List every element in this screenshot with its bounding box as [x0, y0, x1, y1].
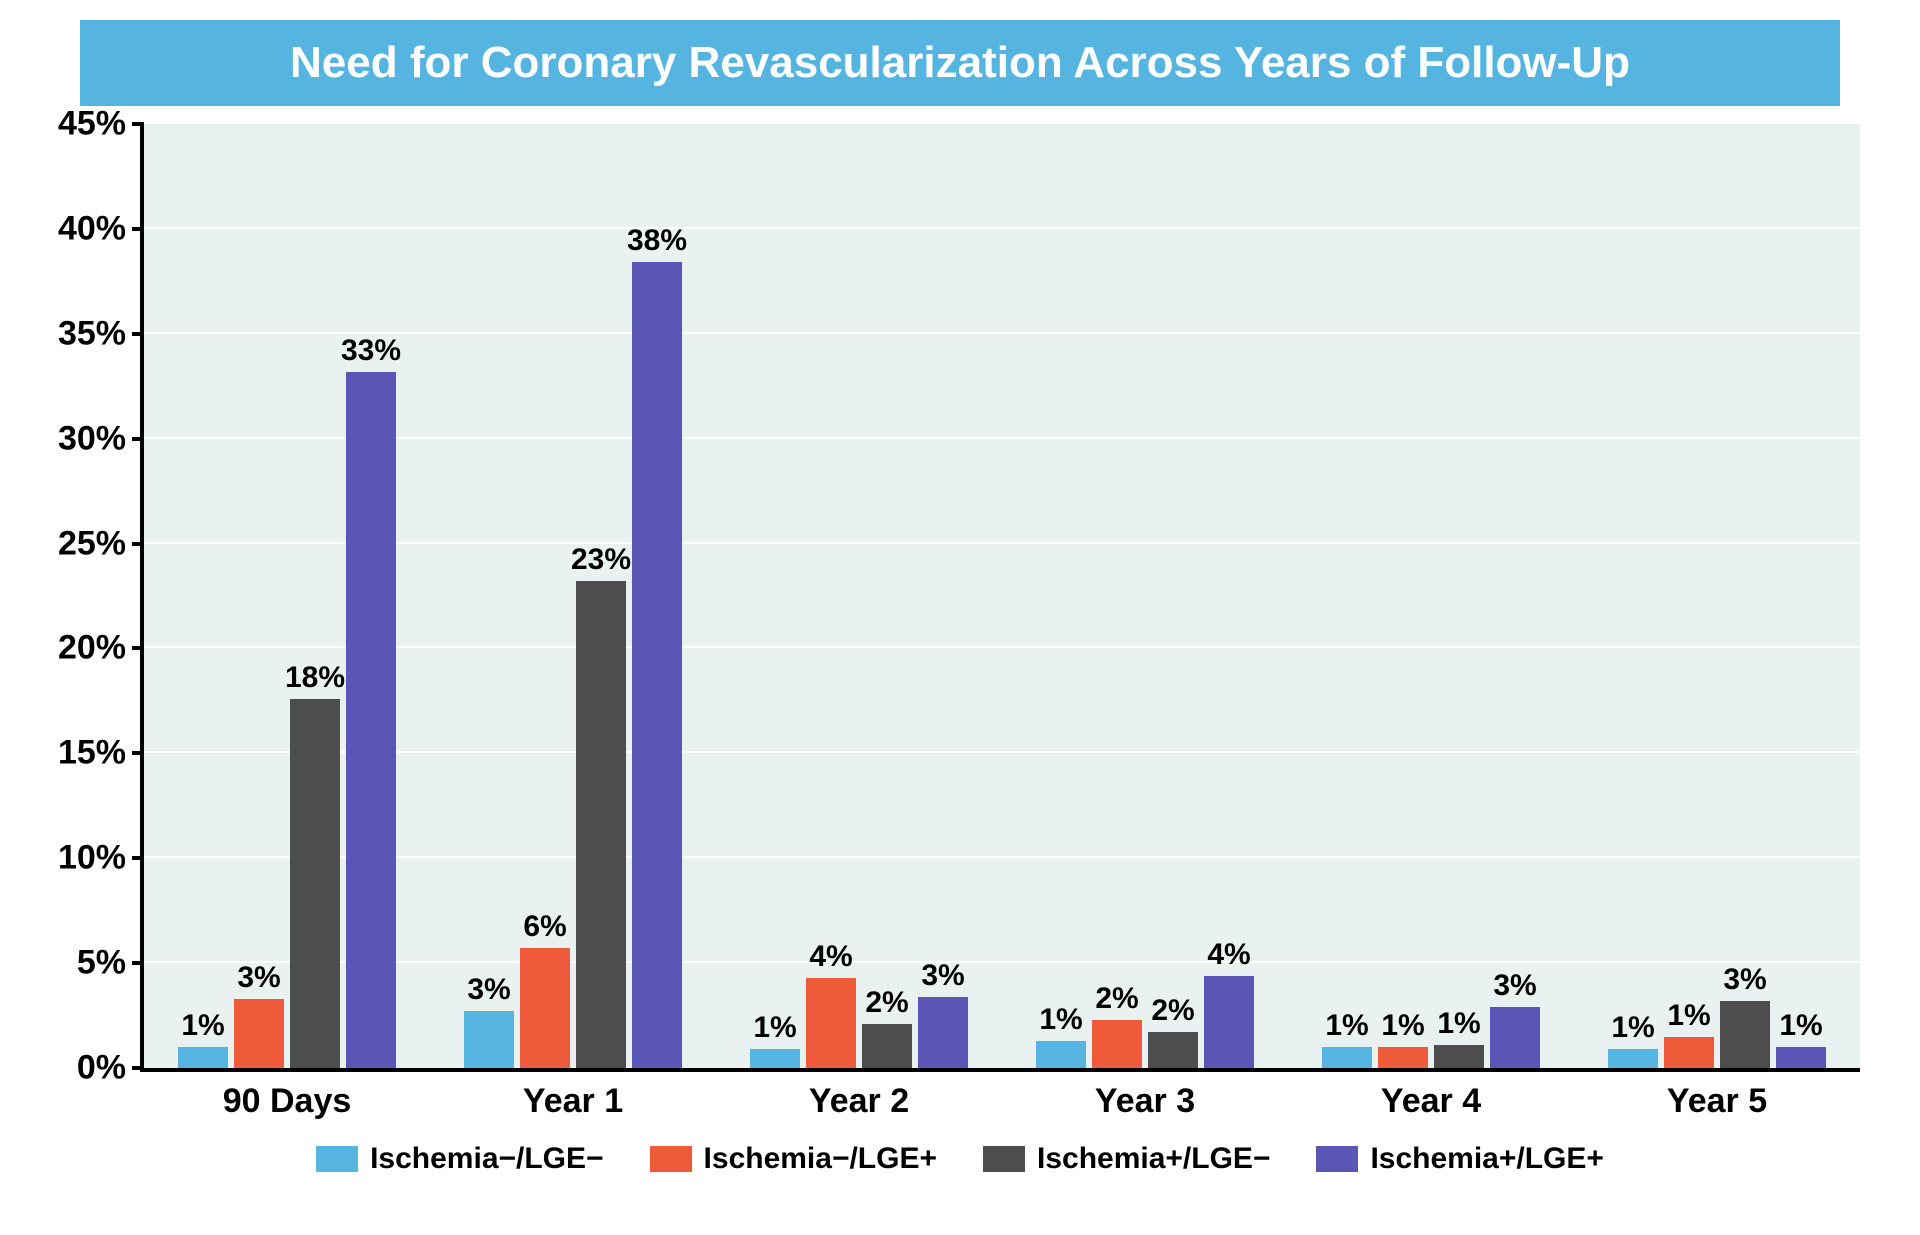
legend-label: Ischemia−/LGE−: [370, 1142, 603, 1176]
legend-label: Ischemia−/LGE+: [704, 1142, 937, 1176]
bar-value-label: 1%: [181, 1009, 224, 1043]
chart-title: Need for Coronary Revascularization Acro…: [80, 20, 1840, 106]
bar-value-label: 3%: [921, 959, 964, 993]
bar-value-label: 2%: [865, 986, 908, 1020]
bar: 1%: [750, 1049, 800, 1068]
bar-group: 1%1%1%3%Year 4: [1288, 124, 1574, 1068]
bar-value-label: 2%: [1095, 982, 1138, 1016]
bar-cluster: 3%6%23%38%: [430, 124, 716, 1068]
legend-swatch: [316, 1146, 358, 1172]
bar-cluster: 1% 1% 1% 3%: [1288, 124, 1574, 1068]
y-tick-label: 0%: [77, 1049, 144, 1088]
bar-value-label: 4%: [809, 940, 852, 974]
legend-swatch: [983, 1146, 1025, 1172]
bar-value-label: 2%: [1151, 994, 1194, 1028]
bar: 1%: [1434, 1045, 1484, 1068]
bar: 33%: [346, 372, 396, 1068]
bar: 1%: [1378, 1047, 1428, 1068]
bar-group: 1%2%2%4%Year 3: [1002, 124, 1288, 1068]
bar-value-label: 1%: [1437, 1007, 1480, 1041]
y-tick-label: 35%: [58, 314, 144, 353]
bar-value-label: 6%: [523, 910, 566, 944]
bar: 4%: [1204, 976, 1254, 1068]
legend-item: Ischemia−/LGE−: [316, 1142, 603, 1176]
legend-item: Ischemia−/LGE+: [650, 1142, 937, 1176]
x-tick-label: Year 3: [1095, 1082, 1195, 1121]
bar-value-label: 33%: [341, 334, 401, 368]
bar-group: 1%3%18%33%90 Days: [144, 124, 430, 1068]
bar: 1%: [1036, 1041, 1086, 1068]
bar: 1%: [178, 1047, 228, 1068]
bar-value-label: 3%: [237, 961, 280, 995]
bar-value-label: 4%: [1207, 938, 1250, 972]
bar-value-label: 1%: [1667, 999, 1710, 1033]
bar: 1%: [1608, 1049, 1658, 1068]
bar: 2%: [862, 1024, 912, 1068]
x-tick-label: Year 4: [1381, 1082, 1481, 1121]
bar: 3%: [918, 997, 968, 1068]
bar-value-label: 18%: [285, 661, 345, 695]
y-tick-label: 10%: [58, 839, 144, 878]
bar: 1%: [1322, 1047, 1372, 1068]
bar-value-label: 3%: [1723, 963, 1766, 997]
bar-cluster: 1%2%2%4%: [1002, 124, 1288, 1068]
bar-group: 1%4%2%3%Year 2: [716, 124, 1002, 1068]
bar: 3%: [464, 1011, 514, 1068]
legend-swatch: [1316, 1146, 1358, 1172]
legend-item: Ischemia+/LGE−: [983, 1142, 1270, 1176]
y-tick-label: 15%: [58, 734, 144, 773]
bar-value-label: 23%: [571, 543, 631, 577]
y-tick-label: 25%: [58, 524, 144, 563]
bar-value-label: 38%: [627, 224, 687, 258]
bar: 2%: [1092, 1020, 1142, 1068]
x-tick-label: 90 Days: [223, 1082, 352, 1121]
legend-label: Ischemia+/LGE+: [1370, 1142, 1603, 1176]
y-tick-label: 30%: [58, 419, 144, 458]
chart-container: Need for Coronary Revascularization Acro…: [0, 0, 1920, 1235]
legend-swatch: [650, 1146, 692, 1172]
bar-value-label: 3%: [467, 973, 510, 1007]
bar-value-label: 3%: [1493, 969, 1536, 1003]
bar-group: 3%6%23%38%Year 1: [430, 124, 716, 1068]
bar: 18%: [290, 699, 340, 1068]
bar: 23%: [576, 581, 626, 1068]
bar-value-label: 1%: [1611, 1011, 1654, 1045]
bar-cluster: 1%4%2%3%: [716, 124, 1002, 1068]
plot-region: 0%5%10%15%20%25%30%35%40%45%1%3%18%33%90…: [140, 124, 1860, 1072]
chart-area: 0%5%10%15%20%25%30%35%40%45%1%3%18%33%90…: [140, 124, 1860, 1072]
bar: 3%: [1490, 1007, 1540, 1068]
bar-group: 1%1%3%1%Year 5: [1574, 124, 1860, 1068]
bar-value-label: 1%: [1779, 1009, 1822, 1043]
bar: 1%: [1664, 1037, 1714, 1068]
bar-value-label: 1%: [1325, 1009, 1368, 1043]
y-tick-label: 20%: [58, 629, 144, 668]
bar: 4%: [806, 978, 856, 1068]
bar-cluster: 1%3%18%33%: [144, 124, 430, 1068]
bar-value-label: 1%: [753, 1011, 796, 1045]
bar: 38%: [632, 262, 682, 1068]
x-tick-label: Year 5: [1667, 1082, 1767, 1121]
y-tick-label: 45%: [58, 105, 144, 144]
x-tick-label: Year 2: [809, 1082, 909, 1121]
bar: 3%: [1720, 1001, 1770, 1068]
bar: 2%: [1148, 1032, 1198, 1068]
x-tick-label: Year 1: [523, 1082, 623, 1121]
bar-value-label: 1%: [1039, 1003, 1082, 1037]
y-tick-label: 5%: [77, 944, 144, 983]
bar: 6%: [520, 948, 570, 1068]
bar-groups: 1%3%18%33%90 Days3%6%23%38%Year 11%4%2%3…: [144, 124, 1860, 1068]
bar: 1%: [1776, 1047, 1826, 1068]
bar-value-label: 1%: [1381, 1009, 1424, 1043]
y-tick-label: 40%: [58, 209, 144, 248]
bar: 3%: [234, 999, 284, 1068]
legend-label: Ischemia+/LGE−: [1037, 1142, 1270, 1176]
legend: Ischemia−/LGE− Ischemia−/LGE+ Ischemia+/LG…: [30, 1142, 1890, 1176]
bar-cluster: 1%1%3%1%: [1574, 124, 1860, 1068]
legend-item: Ischemia+/LGE+: [1316, 1142, 1603, 1176]
